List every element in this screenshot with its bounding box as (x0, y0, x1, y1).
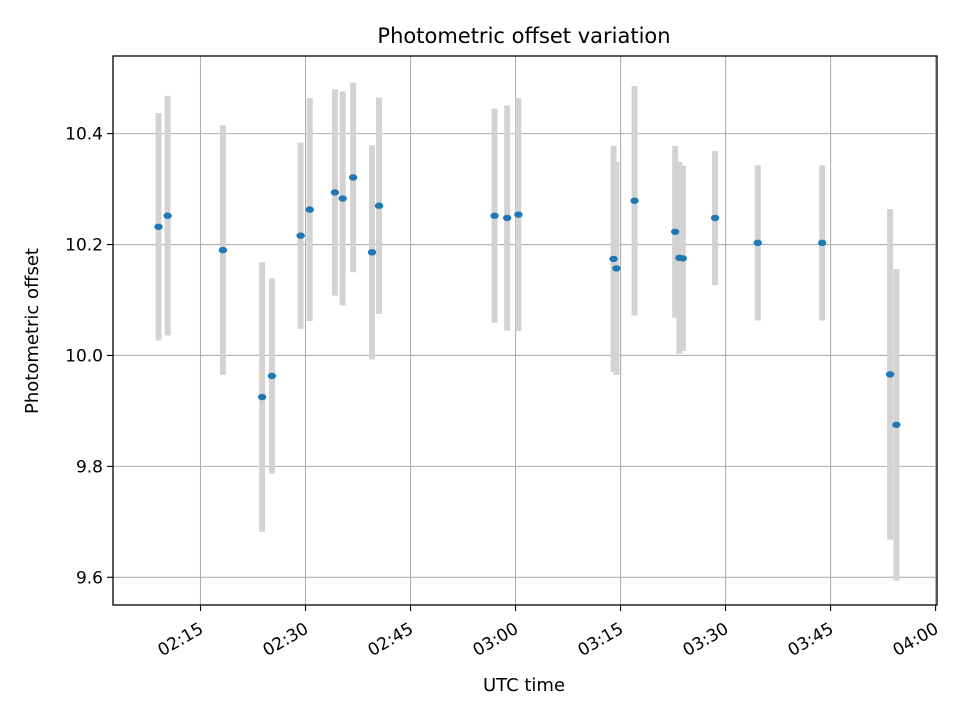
data-point (338, 195, 347, 202)
y-tick-label: 9.6 (76, 568, 103, 588)
data-point (710, 214, 720, 222)
data-point (502, 214, 512, 222)
error-bars (155, 82, 900, 581)
data-point (267, 372, 277, 380)
chart-title: Photometric offset variation (377, 24, 670, 48)
data-point (154, 223, 163, 230)
x-tick-label: 02:30 (260, 619, 312, 661)
data-point (630, 197, 639, 204)
y-axis: 9.6 9.8 10.0 10.2 10.4 (65, 125, 113, 588)
data-point (609, 255, 618, 263)
data-points (154, 174, 901, 428)
x-tick-label: 03:00 (470, 619, 522, 661)
data-point (670, 228, 680, 235)
x-tick-label: 04:00 (890, 619, 942, 661)
data-point (218, 246, 228, 254)
grid (113, 56, 937, 605)
x-tick-label: 03:15 (575, 619, 627, 661)
data-point (490, 212, 499, 219)
x-axis: 02:15 02:30 02:45 03:00 03:15 03:30 03:45 04:00 (155, 605, 942, 661)
data-point (163, 212, 172, 219)
y-tick-label: 10.0 (65, 346, 103, 366)
data-point (374, 202, 384, 209)
data-point (753, 239, 762, 247)
data-point (514, 211, 523, 218)
x-tick-label: 02:15 (155, 619, 207, 661)
x-tick-label: 03:45 (785, 619, 837, 661)
y-axis-title: Photometric offset (22, 248, 43, 414)
data-point (892, 421, 901, 428)
data-point (367, 249, 377, 256)
data-point (678, 255, 688, 262)
data-point (257, 393, 267, 401)
x-tick-label: 02:45 (365, 619, 417, 661)
plot-frame (112, 55, 938, 606)
data-point (817, 239, 827, 247)
data-point (305, 206, 314, 213)
y-tick-label: 10.2 (65, 236, 103, 256)
x-tick-label: 03:30 (680, 619, 732, 661)
data-point (612, 265, 621, 272)
y-tick-label: 9.8 (76, 457, 103, 477)
x-axis-title: UTC time (483, 675, 565, 696)
data-point (348, 174, 358, 181)
data-point (330, 189, 340, 196)
data-point (885, 371, 895, 378)
data-point (296, 232, 305, 239)
y-tick-label: 10.4 (65, 125, 103, 145)
